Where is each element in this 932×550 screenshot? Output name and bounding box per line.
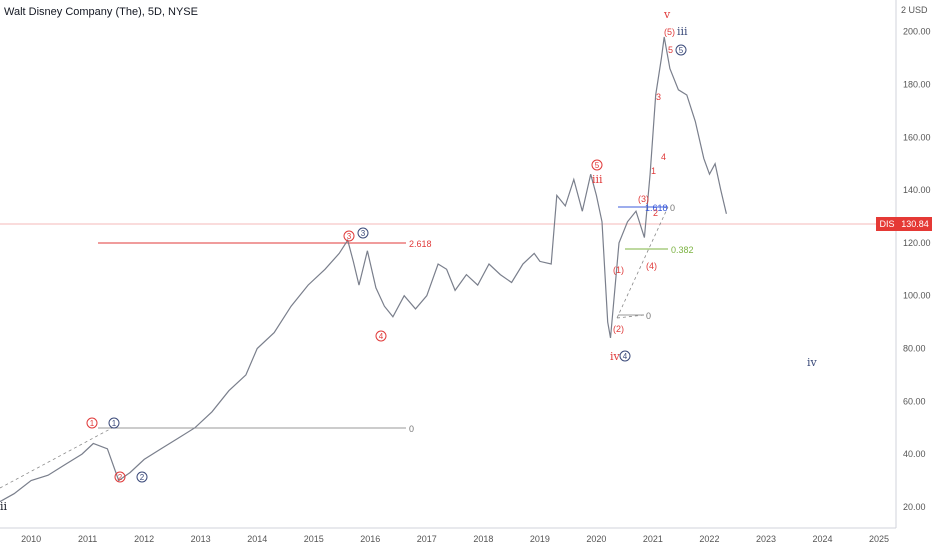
wave-label-iii-black: iii [677, 25, 688, 38]
x-tick-label: 2012 [134, 534, 154, 544]
y-axis-unit-label: 2 USD [901, 5, 928, 15]
circled-blue-3: 3 [357, 227, 369, 239]
svg-text:2: 2 [118, 473, 123, 482]
x-tick-label: 2021 [643, 534, 663, 544]
circled-red-4: 4 [375, 330, 387, 342]
y-tick-label: 60.00 [903, 396, 926, 406]
wave-label-paren2: (2) [613, 324, 624, 334]
wave-label-iv-red: iv [610, 350, 621, 363]
svg-text:1: 1 [112, 419, 117, 428]
ticker-badge [876, 217, 898, 231]
price-series-line [0, 36, 727, 503]
svg-text:4: 4 [379, 332, 384, 341]
wave-label-ii: ii [0, 500, 8, 513]
circled-red-3: 3 [343, 230, 355, 242]
wave-label-paren1: (1) [613, 265, 624, 275]
y-tick-label: 100.00 [903, 291, 931, 301]
wave-label-1: 1 [651, 166, 656, 176]
last-price-badge [898, 217, 932, 231]
x-tick-label: 2023 [756, 534, 776, 544]
chart-title: Walt Disney Company (The), 5D, NYSE [4, 6, 198, 18]
trend-dash-line-3 [616, 314, 645, 319]
circled-red-2: 2 [114, 471, 126, 483]
x-tick-label: 2014 [247, 534, 267, 544]
x-tick-label: 2024 [812, 534, 832, 544]
circled-blue-1: 1 [108, 417, 120, 429]
ticker-badge-text: DIS [879, 219, 894, 229]
x-tick-label: 2019 [530, 534, 550, 544]
circled-blue-4: 4 [619, 350, 631, 362]
level-label-0-top: 0 [670, 203, 675, 213]
wave-label-5: 5 [668, 45, 673, 55]
y-tick-label: 140.00 [903, 185, 931, 195]
x-axis-ticks: 2010 2011 2012 2013 2014 2015 2016 2017 2018 2019… [21, 534, 889, 544]
svg-text:2: 2 [140, 473, 145, 482]
wave-label-2: 2 [653, 208, 658, 218]
trend-dash-line-2 [616, 206, 669, 319]
svg-text:4: 4 [623, 352, 628, 361]
y-tick-label: 180.00 [903, 79, 931, 89]
level-label-0382: 0.382 [671, 245, 694, 255]
wave-label-v: v [663, 8, 671, 21]
y-tick-label: 120.00 [903, 238, 931, 248]
circled-blue-2: 2 [136, 471, 148, 483]
x-tick-label: 2015 [304, 534, 324, 544]
svg-text:5: 5 [679, 46, 684, 55]
wave-label-paren4: (4) [646, 261, 657, 271]
x-tick-label: 2010 [21, 534, 41, 544]
y-axis-ticks: 20.00 40.00 60.00 80.00 100.00 120.00 140.00 16… [903, 27, 931, 512]
level-label-0: 0 [409, 424, 414, 434]
level-label-0-bottom: 0 [646, 311, 651, 321]
wave-label-4: 4 [661, 152, 666, 162]
x-tick-label: 2020 [586, 534, 606, 544]
x-tick-label: 2018 [473, 534, 493, 544]
y-tick-label: 80.00 [903, 343, 926, 353]
svg-text:3: 3 [361, 229, 366, 238]
y-tick-label: 20.00 [903, 502, 926, 512]
circled-red-5: 5 [591, 159, 603, 171]
level-label-1618: 1.618 [645, 203, 668, 213]
x-tick-label: 2017 [417, 534, 437, 544]
x-tick-label: 2011 [78, 534, 97, 544]
x-tick-label: 2013 [191, 534, 211, 544]
wave-label-paren3: (3) [638, 194, 649, 204]
circled-red-1: 1 [86, 417, 98, 429]
svg-text:1: 1 [90, 419, 95, 428]
wave-label-iii-red: iii [592, 173, 603, 186]
svg-text:3: 3 [347, 232, 352, 241]
wave-label-3: 3 [656, 92, 661, 102]
wave-label-iv-blue: iv [807, 356, 818, 369]
circled-blue-5: 5 [675, 44, 687, 56]
x-tick-label: 2016 [360, 534, 380, 544]
level-label-2618: 2.618 [409, 239, 432, 249]
y-tick-label: 40.00 [903, 449, 926, 459]
wave-label-paren5: (5) [664, 27, 675, 37]
y-tick-label: 200.00 [903, 27, 931, 37]
last-price-text: 130.84 [901, 219, 929, 229]
svg-text:5: 5 [595, 161, 600, 170]
x-tick-label: 2022 [699, 534, 719, 544]
y-tick-label: 160.00 [903, 132, 931, 142]
x-tick-label: 2025 [869, 534, 889, 544]
trend-dash-line-1 [0, 427, 113, 489]
